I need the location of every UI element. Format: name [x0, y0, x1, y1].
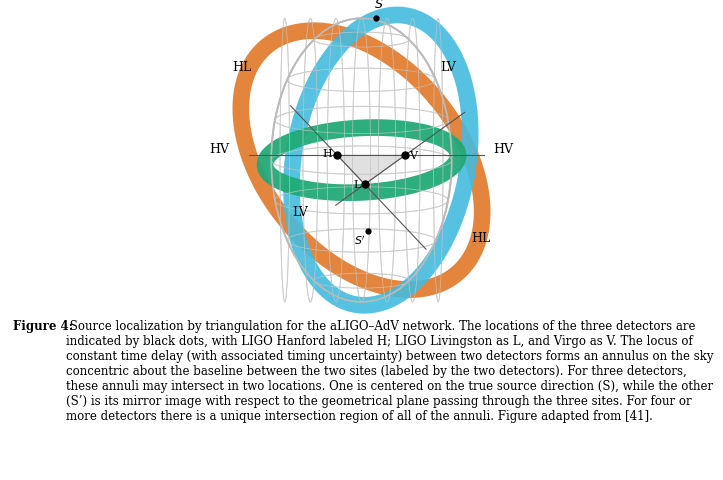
Text: HL: HL [471, 231, 490, 244]
Text: LV: LV [440, 61, 456, 74]
Text: HV: HV [210, 143, 229, 156]
Text: Source localization by triangulation for the aLIGO–AdV network. The locations of: Source localization by triangulation for… [66, 319, 714, 422]
Text: $S'$: $S'$ [354, 233, 367, 246]
Text: $S$: $S$ [375, 0, 384, 11]
Text: L: L [354, 180, 361, 189]
Text: HV: HV [494, 143, 513, 156]
Text: LV: LV [292, 205, 308, 218]
Text: HL: HL [233, 61, 252, 74]
Text: H: H [322, 148, 333, 158]
Polygon shape [338, 156, 405, 185]
Text: Figure 4:: Figure 4: [13, 319, 73, 332]
Text: V: V [409, 151, 417, 161]
